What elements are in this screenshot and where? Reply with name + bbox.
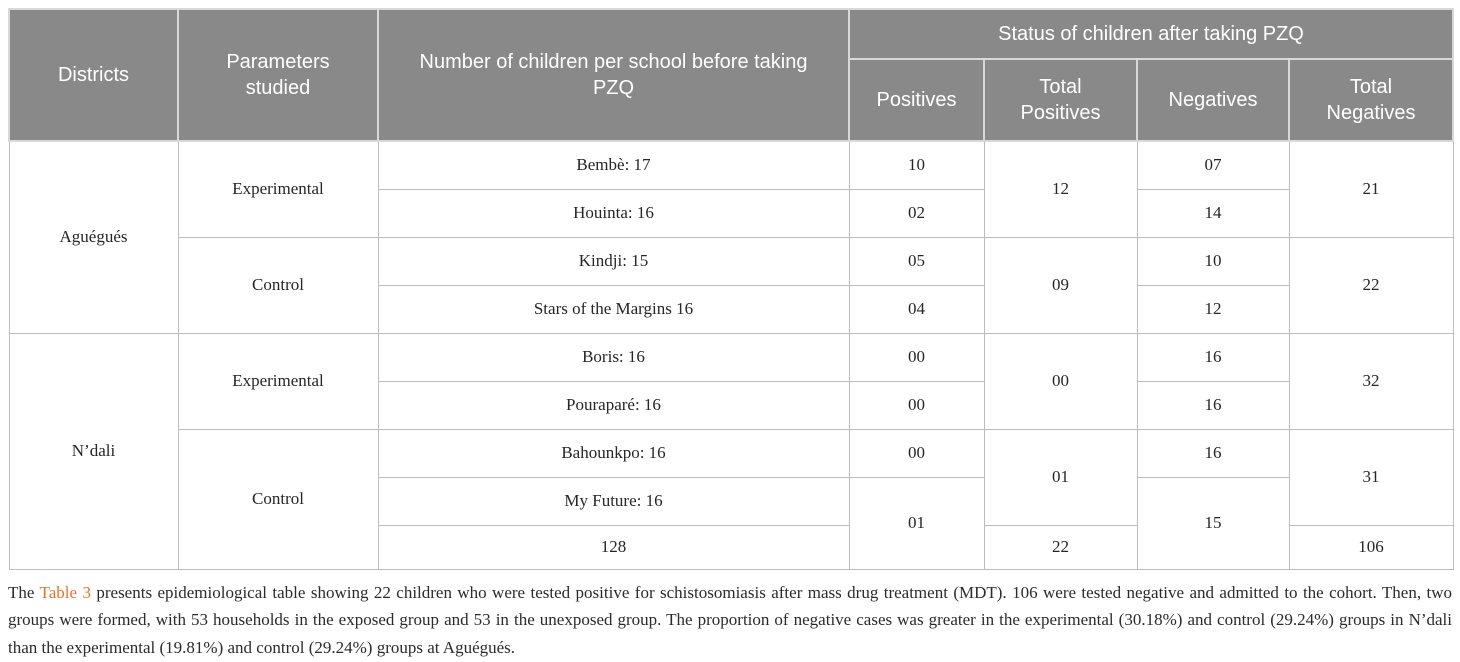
table-row: Control Bahounkpo: 16 00 01 16 31 — [9, 428, 1454, 570]
parameter-cell: Control — [177, 236, 379, 334]
header-row-2: Positives Total Positives Negatives Tota… — [9, 58, 1455, 142]
negatives-cell: 16 — [1136, 332, 1290, 382]
positives-cell: 04 — [848, 284, 985, 334]
total-negatives-cell: 31 — [1288, 428, 1454, 526]
table-3-link[interactable]: Table 3 — [39, 582, 91, 602]
header-children-per-school: Number of children per school before tak… — [377, 8, 850, 142]
total-negatives-cell: 22 — [1288, 236, 1454, 334]
epidemiological-table: Districts Parameters studied Number of c… — [8, 8, 1455, 570]
table-row: N’dali Experimental Boris: 16 00 00 16 3… — [8, 332, 1454, 570]
district-cell: N’dali — [8, 332, 179, 570]
table-row: Aguégués Experimental Bembè: 17 10 12 07… — [8, 140, 1454, 334]
school-cell: Pouraparé: 16 — [377, 380, 850, 430]
table-row: My Future: 16 01 15 — [9, 476, 1453, 570]
header-districts: Districts — [8, 8, 179, 142]
parameter-cell: Control — [177, 428, 379, 570]
header-parameters-studied: Parameters studied — [177, 8, 379, 142]
total-negatives-cell: 32 — [1288, 332, 1454, 430]
negatives-cell: 16 — [1136, 380, 1290, 430]
school-cell: Stars of the Margins 16 — [377, 284, 850, 334]
negatives-cell: 07 — [1136, 140, 1290, 190]
table-row: 128 22 106 — [9, 524, 1454, 570]
school-cell: Bembè: 17 — [377, 140, 850, 190]
total-positives-cell: 01 — [983, 428, 1138, 526]
parameter-cell: Experimental — [177, 140, 379, 238]
school-cell: Houinta: 16 — [377, 188, 850, 238]
header-positives: Positives — [848, 58, 985, 142]
total-positives-cell: 09 — [983, 236, 1138, 334]
negatives-cell: 10 — [1136, 236, 1290, 286]
total-positives-cell: 00 — [983, 332, 1138, 430]
header-total-positives: Total Positives — [983, 58, 1138, 142]
negatives-cell: 15 — [1136, 476, 1290, 570]
total-negatives-cell: 106 — [1288, 524, 1454, 570]
positives-cell: 00 — [848, 428, 985, 478]
school-cell: My Future: 16 — [377, 476, 850, 526]
caption-prefix: The — [8, 582, 40, 602]
negatives-cell: 12 — [1136, 284, 1290, 334]
total-negatives-cell: 21 — [1288, 140, 1454, 238]
school-total-cell: 128 — [377, 524, 850, 570]
total-positives-cell: 22 — [983, 524, 1138, 570]
header-negatives: Negatives — [1136, 58, 1290, 142]
school-cell: Bahounkpo: 16 — [377, 428, 850, 478]
positives-cell: 00 — [848, 380, 985, 430]
header-row-1: Districts Parameters studied Number of c… — [8, 8, 1455, 142]
district-cell: Aguégués — [8, 140, 179, 334]
positives-cell: 02 — [848, 188, 985, 238]
table-caption: The Table 3 presents epidemiological tab… — [8, 579, 1452, 662]
positives-cell: 01 — [848, 476, 985, 570]
header-total-negatives: Total Negatives — [1287, 58, 1455, 142]
table-row: Pouraparé: 16 00 16 — [9, 380, 1453, 430]
positives-cell: 05 — [848, 236, 985, 286]
total-positives-cell: 12 — [983, 140, 1138, 238]
caption-text: presents epidemiological table showing 2… — [8, 582, 1452, 658]
school-cell: Kindji: 15 — [377, 236, 850, 286]
parameter-cell: Experimental — [177, 332, 379, 430]
header-status-after-pzq: Status of children after taking PZQ — [847, 8, 1455, 60]
positives-cell: 10 — [848, 140, 985, 190]
negatives-cell: 16 — [1136, 428, 1290, 478]
negatives-cell: 14 — [1136, 188, 1290, 238]
positives-cell: 00 — [848, 332, 985, 382]
table-row: Houinta: 16 02 14 — [9, 188, 1453, 238]
table-row: Control Kindji: 15 05 09 10 22 — [9, 236, 1454, 334]
school-cell: Boris: 16 — [377, 332, 850, 382]
